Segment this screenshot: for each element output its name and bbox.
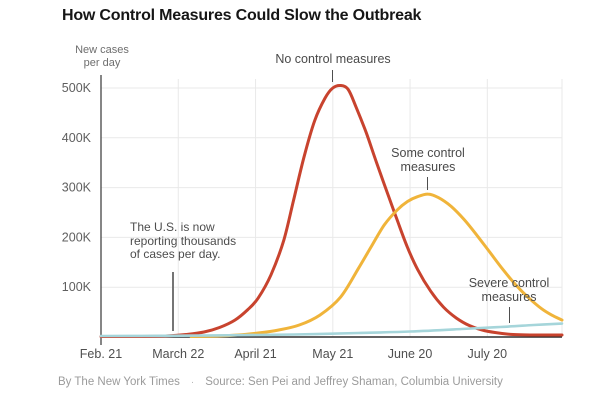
footer-separator: · (190, 377, 195, 388)
series-line-some-control (189, 192, 564, 338)
annotation-severe-control-label: Severe control measures (468, 276, 550, 304)
series-line-severe-control (99, 322, 564, 338)
footer-credits: By The New York Times · Source: Sen Pei … (58, 376, 503, 388)
plot-canvas: 100K 200K 300K 400K 500K Feb. 21 March 22 April… (62, 75, 564, 361)
x-tick-label: Feb. 21 (80, 347, 122, 361)
byline: By The New York Times (58, 376, 180, 388)
series-line-no-control (99, 83, 564, 339)
annotation-severe-control-pointer (508, 307, 510, 323)
x-tick-label: May 21 (312, 347, 353, 361)
annotation-some-control-label: Some control measures (391, 146, 465, 174)
chart-title: How Control Measures Could Slow the Outb… (62, 7, 422, 24)
annotation-us-note-pointer (172, 272, 174, 331)
annotation-no-control-pointer (332, 70, 333, 82)
annotation-us-note-label: The U.S. is now reporting thousands of c… (130, 220, 237, 261)
y-tick-label: 400K (62, 131, 92, 145)
x-tick-label: April 21 (234, 347, 276, 361)
annotation-some-control-pointer (427, 177, 428, 190)
x-tick-label: June 20 (388, 347, 433, 361)
x-tick-label: July 20 (468, 347, 508, 361)
y-tick-label: 200K (62, 230, 92, 244)
annotation-no-control-label: No control measures (275, 52, 391, 66)
y-tick-label: 100K (62, 280, 92, 294)
source-credit: Source: Sen Pei and Jeffrey Shaman, Colu… (205, 376, 503, 388)
y-tick-label: 300K (62, 181, 92, 195)
x-tick-label: March 22 (152, 347, 204, 361)
y-axis-unit-label: New cases per day (75, 44, 129, 69)
y-tick-label: 500K (62, 81, 92, 95)
